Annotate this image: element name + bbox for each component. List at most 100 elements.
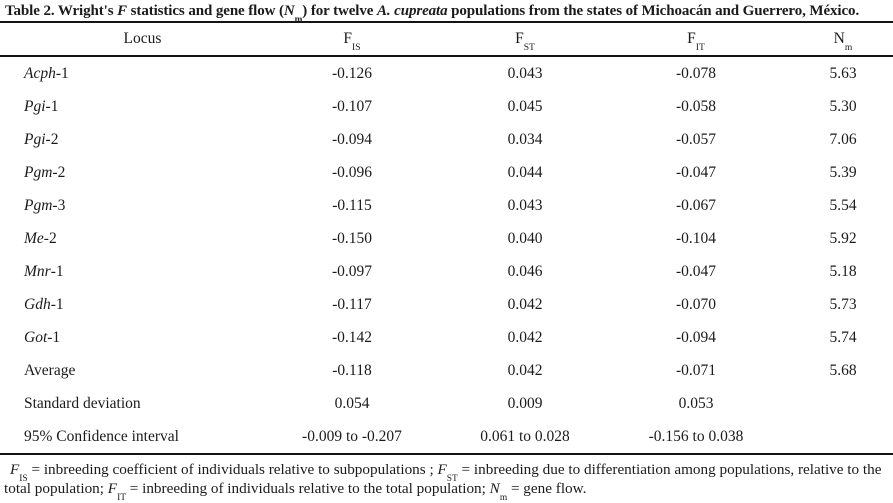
column-header-fis: FIS: [253, 22, 451, 56]
fst-value-cell: 0.042: [507, 328, 543, 346]
footnote-segment: ST: [446, 474, 458, 485]
fit-value-cell: -0.078: [675, 64, 717, 82]
table-row: Pgm-2 -0.096 0.044 -0.047 5.39: [0, 156, 893, 189]
fit-value-cell: -0.094: [675, 328, 717, 346]
fst-value-cell: 0.034: [507, 130, 543, 148]
fst-value-cell: 0.043: [507, 64, 543, 82]
footnote-segment: F: [10, 461, 20, 478]
nm-value-cell: 5.74: [829, 328, 857, 346]
fis-subscript: IS: [352, 42, 361, 54]
fis-value-cell: -0.142: [331, 328, 373, 346]
fis-value-cell: -0.009 to -0.207: [302, 427, 402, 445]
fis-value-cell: -0.097: [331, 262, 373, 280]
caption-mid2: ) for twelve: [302, 3, 377, 19]
fis-value-cell: 0.054: [334, 394, 370, 412]
footnote-segment: F: [107, 480, 118, 497]
fis-value-cell: -0.118: [332, 361, 372, 379]
fit-symbol: F: [687, 30, 696, 47]
fit-value-cell: -0.104: [675, 229, 717, 247]
table-row: Mnr-1 -0.097 0.046 -0.047 5.18: [0, 255, 893, 288]
footnote-segment: = gene flow.: [507, 480, 587, 497]
table-row: Gdh-1 -0.117 0.042 -0.070 5.73: [0, 288, 893, 321]
table-row: Pgi-1 -0.107 0.045 -0.058 5.30: [0, 90, 893, 123]
fst-value-cell: 0.042: [507, 295, 543, 313]
caption-f-symbol: F: [117, 3, 128, 19]
footnote: FIS = inbreeding coefficient of individu…: [0, 455, 893, 503]
fis-value-cell: -0.150: [331, 229, 373, 247]
locus-cell: Pgi-1: [24, 97, 59, 115]
fit-value-cell: -0.057: [675, 130, 717, 148]
nm-value-cell: 5.39: [829, 163, 857, 181]
caption-suffix: populations from the states of Michoacán…: [447, 3, 860, 19]
footnote-segment: N: [489, 480, 500, 497]
caption-n-symbol: N: [283, 3, 295, 19]
footnote-segment: = inbreeding due to differentiation amon…: [4, 461, 882, 497]
nm-value-cell: 5.73: [829, 295, 857, 313]
locus-cell: Pgi-2: [24, 130, 59, 148]
table-row: Acph-1 -0.126 0.043 -0.078 5.63: [0, 56, 893, 90]
footnote-segment: IS: [19, 474, 28, 485]
fis-value-cell: -0.126: [331, 64, 373, 82]
table-row: Average -0.118 0.042 -0.071 5.68: [0, 354, 893, 387]
fst-value-cell: 0.046: [507, 262, 543, 280]
table-caption: Table 2. Wright's F statistics and gene …: [0, 0, 893, 25]
fst-subscript: ST: [523, 42, 535, 54]
fis-value-cell: -0.107: [331, 97, 373, 115]
table-header: Locus FIS FST FIT Nm: [0, 22, 893, 56]
table-row: Standard deviation 0.054 0.009 0.053: [0, 387, 893, 420]
fst-value-cell: 0.040: [507, 229, 543, 247]
caption-prefix: Table 2. Wright's: [5, 3, 118, 19]
fst-value-cell: 0.061 to 0.028: [480, 427, 570, 445]
fis-value-cell: -0.115: [332, 196, 372, 214]
fit-value-cell: -0.067: [675, 196, 717, 214]
fit-value-cell: -0.058: [675, 97, 717, 115]
nm-value-cell: 7.06: [829, 130, 857, 148]
nm-value-cell: 5.18: [829, 262, 857, 280]
fst-value-cell: 0.044: [507, 163, 543, 181]
fit-value-cell: -0.156 to 0.038: [648, 427, 744, 445]
fst-value-cell: 0.042: [507, 361, 543, 379]
footnote-segment: F: [437, 461, 447, 478]
fst-symbol: F: [515, 30, 524, 47]
column-header-fit: FIT: [599, 22, 793, 56]
fst-value-cell: 0.009: [507, 394, 543, 412]
locus-cell: Pgm-3: [24, 196, 66, 214]
caption-n-subscript: m: [294, 15, 303, 25]
locus-cell: Acph-1: [24, 64, 69, 82]
nm-value-cell: 5.30: [829, 97, 857, 115]
table-row: Me-2 -0.150 0.040 -0.104 5.92: [0, 222, 893, 255]
table-row: Got-1 -0.142 0.042 -0.094 5.74: [0, 321, 893, 354]
nm-value-cell: 5.68: [829, 361, 857, 379]
nm-value-cell: 5.54: [829, 196, 857, 214]
locus-cell: Standard deviation: [24, 394, 141, 412]
table-row: Pgm-3 -0.115 0.043 -0.067 5.54: [0, 189, 893, 222]
footnote-segment: = inbreeding of individuals relative to …: [125, 480, 490, 497]
locus-cell: 95% Confidence interval: [24, 427, 179, 445]
fit-value-cell: -0.070: [675, 295, 717, 313]
footnote-segment: = inbreeding coefficient of individuals …: [27, 461, 438, 478]
fit-subscript: IT: [695, 42, 705, 54]
fit-value-cell: -0.047: [675, 262, 717, 280]
fis-value-cell: -0.117: [332, 295, 372, 313]
caption-species-name: A. cupreata: [376, 3, 448, 19]
footnote-text: FIS = inbreeding coefficient of individu…: [4, 461, 882, 503]
fit-value-cell: -0.071: [675, 361, 717, 379]
table-row: 95% Confidence interval -0.009 to -0.207 0…: [0, 420, 893, 454]
fit-value-cell: 0.053: [678, 394, 714, 412]
locus-cell: Gdh-1: [24, 295, 64, 313]
nm-value-cell: 5.92: [829, 229, 857, 247]
nm-value-cell: [793, 387, 893, 420]
fst-value-cell: 0.043: [507, 196, 543, 214]
locus-cell: Pgm-2: [24, 163, 66, 181]
table-body: Acph-1 -0.126 0.043 -0.078 5.63 Pgi-1 -0.107 0.…: [0, 56, 893, 454]
footnote-segment: m: [499, 493, 508, 503]
column-header-nm: Nm: [793, 22, 893, 56]
footnote-segment: IT: [117, 493, 126, 503]
nm-subscript: m: [844, 42, 853, 54]
fis-value-cell: -0.096: [331, 163, 373, 181]
caption-mid1: statistics and gene flow (: [127, 3, 284, 19]
locus-cell: Mnr-1: [24, 262, 64, 280]
table-row: Pgi-2 -0.094 0.034 -0.057 7.06: [0, 123, 893, 156]
nm-symbol: N: [833, 30, 845, 47]
